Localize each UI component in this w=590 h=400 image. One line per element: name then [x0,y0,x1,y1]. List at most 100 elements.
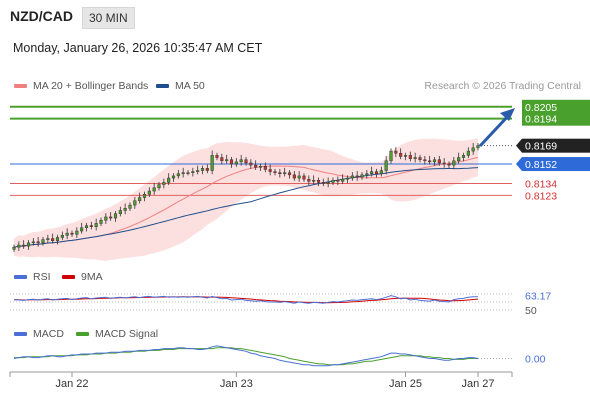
candle-body [65,232,69,236]
candle [17,241,21,251]
candle-body [471,147,475,152]
candle-body [118,210,122,214]
candle-body [36,241,40,244]
label-pointer [516,157,522,172]
candle-body [307,178,311,182]
candle [152,182,156,195]
x-tick-label: Jan 27 [461,378,494,390]
candle-body [442,162,446,165]
candle [191,167,195,177]
candle-body [157,184,161,189]
label-box [522,138,590,153]
macd-line [13,345,479,367]
candle-body [22,244,26,247]
candle-body [55,237,60,241]
rsi-panel: 63.17 50 [10,291,551,317]
ma50-line [13,167,479,248]
timeframe-badge[interactable]: 30 MIN [82,7,135,29]
candle-body [70,232,74,235]
x-axis: Jan 22 Jan 23 Jan 25 Jan 27 [9,371,513,390]
candle-body [408,155,412,159]
candle-body [273,171,277,173]
x-tick-label: Jan 22 [55,378,88,390]
candle-body [89,225,93,227]
ma50-swatch [156,84,169,88]
candle-body [113,213,118,219]
candle-body [229,159,234,165]
candle-body [452,160,456,166]
candle [268,164,272,176]
candle [476,142,480,151]
candle [244,157,248,166]
candle-body [181,172,185,175]
candle-body [292,174,296,179]
candle [200,165,205,175]
candle-body [374,171,379,175]
candle [157,181,161,191]
candle [466,147,470,159]
candle-body [379,170,383,175]
candle-body [234,161,238,165]
candle [399,148,403,160]
candle-body [287,172,292,176]
label-resistance-2-group: 0.8194 [522,111,590,126]
forecast-arrowhead [500,108,515,121]
candle [355,171,359,181]
legend-ma50-label: MA 50 [175,80,205,92]
legend-ma20-label: MA 20 + Bollinger Bands [33,80,149,92]
candle [26,240,31,250]
candle-body [176,173,180,177]
candle [408,151,412,162]
candle-body [384,160,388,171]
candle [345,175,350,183]
candle-body [268,169,272,172]
candle [471,142,475,155]
rsi-swatch [14,275,27,279]
candle-body [413,157,417,159]
candle-body [336,179,340,182]
candle [437,155,441,166]
candle [167,173,171,186]
candle-body [99,219,103,224]
candle-body [249,162,253,166]
candle-body [457,157,461,162]
candle [389,148,393,164]
candle [307,175,311,186]
candle [65,228,69,240]
candle-body [80,227,84,232]
candle-body [133,200,137,206]
candle [60,231,64,241]
macd-panel: 0.00 [13,345,546,367]
macd-signal-line [14,347,478,366]
label-support-2-group: 0.8123 [525,190,557,202]
candle-body [331,179,335,183]
legend-ma50: MA 50 [156,80,205,92]
candle-body [316,179,321,183]
candle-body [461,155,466,158]
moving-averages [13,156,479,248]
candle-body [196,170,200,172]
candle-body [123,208,127,211]
macd-signal-swatch [76,332,89,336]
candle-body [447,163,451,166]
candle-body [17,244,21,248]
candle [99,217,103,227]
candle-body [312,179,316,182]
label-resistance-2: 0.8194 [525,114,557,126]
candle [225,154,229,164]
candle-body [26,242,31,247]
candle [196,165,200,175]
candle-body [75,230,79,235]
candle-body [171,175,176,179]
legend-macd-signal-label: MACD Signal [95,328,159,340]
candle [109,212,113,221]
candle [41,236,45,246]
candle [273,168,277,176]
label-resistance-1: 0.8205 [525,102,557,114]
rsi-ma-swatch [62,275,75,279]
credit: Research © 2026 Trading Central [424,80,581,92]
candle [36,236,40,247]
level-lines [10,105,512,196]
rsi-value-label: 63.17 [525,291,551,303]
